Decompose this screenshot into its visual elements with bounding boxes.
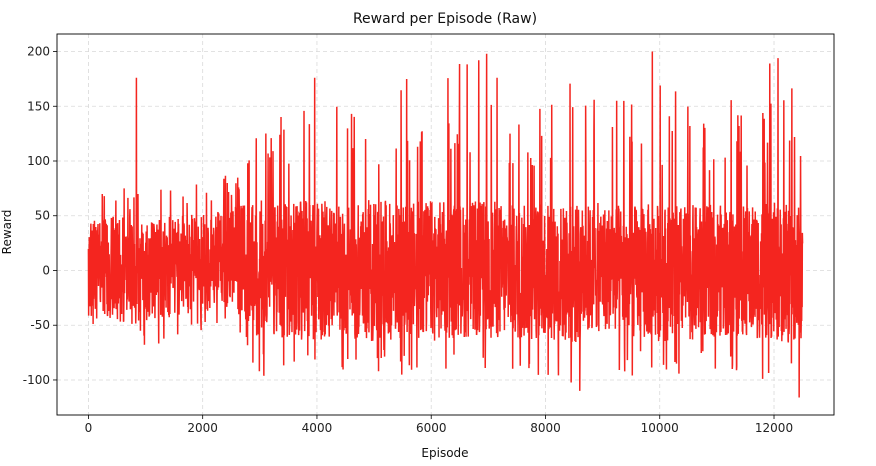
x-tick-label: 2000 <box>187 421 218 435</box>
y-axis-title: Reward <box>0 210 14 255</box>
x-tick-label: 8000 <box>530 421 561 435</box>
y-tick-label: -50 <box>30 318 50 332</box>
x-axis-ticks: 0 2000 4000 6000 8000 10000 12000 <box>85 415 793 435</box>
plot-area-frame <box>56 33 835 416</box>
x-tick-label: 10000 <box>641 421 679 435</box>
chart-title: Reward per Episode (Raw) <box>353 11 537 27</box>
y-tick-label: 50 <box>35 209 50 223</box>
reward-series-line <box>87 51 804 398</box>
y-tick-label: 150 <box>27 99 50 113</box>
y-tick-label: 0 <box>42 263 50 277</box>
y-tick-label: 100 <box>27 154 50 168</box>
x-tick-label: 6000 <box>416 421 447 435</box>
y-axis-ticks: -100 -50 0 50 100 150 200 <box>23 45 57 387</box>
x-tick-label: 0 <box>85 421 93 435</box>
x-tick-label: 12000 <box>755 421 793 435</box>
x-axis-title: Episode <box>421 446 468 460</box>
x-tick-label: 4000 <box>302 421 333 435</box>
y-tick-label: -100 <box>23 373 50 387</box>
y-tick-label: 200 <box>27 45 50 59</box>
reward-line-path <box>87 51 804 398</box>
